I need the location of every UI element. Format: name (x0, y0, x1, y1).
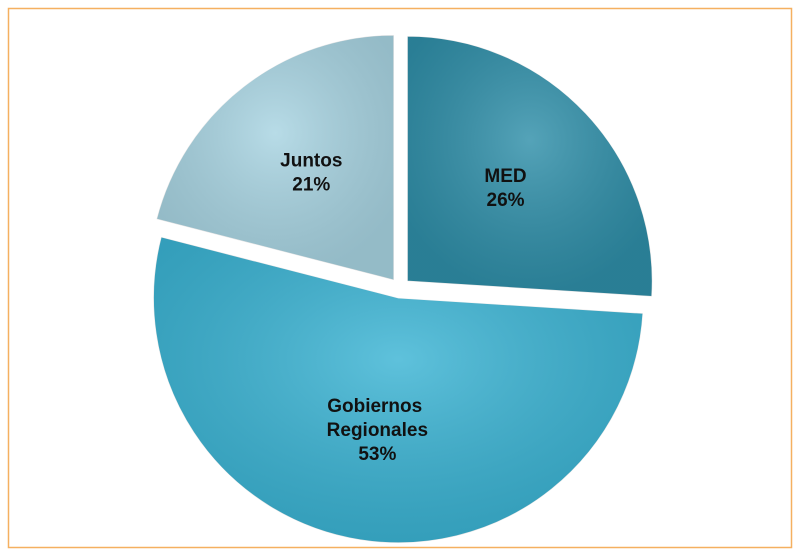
slice-value-label: 53% (358, 444, 396, 465)
slice-value-label: 21% (292, 175, 330, 196)
slice-category-label: Gobiernos Regionales (327, 396, 428, 441)
slice-value-label: 26% (487, 190, 525, 211)
slice-category-label: Juntos (280, 151, 342, 172)
slice-category-label: MED (484, 166, 526, 187)
